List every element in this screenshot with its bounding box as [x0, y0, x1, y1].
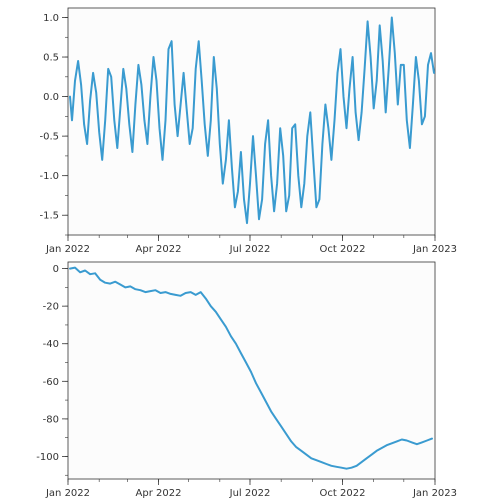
y-tick-label: 0.0: [43, 92, 59, 103]
x-tick-label: Apr 2022: [136, 244, 182, 255]
x-tick-label: Jan 2023: [412, 488, 457, 499]
y-tick-label: -0.5: [39, 132, 59, 143]
bottom-chart-panel: Jan 2022 Apr 2022 Jul 2022 Oct 2022 Jan 2023…: [36, 261, 457, 499]
y-tick-label: -100: [36, 452, 59, 463]
x-tick-label: Jan 2022: [45, 244, 90, 255]
x-tick-label: Jan 2022: [45, 488, 90, 499]
y-tick-label: 0.5: [43, 53, 59, 64]
plot-area: [67, 7, 436, 236]
x-tick-label: Jan 2023: [412, 244, 457, 255]
x-tick-label: Jul 2022: [229, 244, 271, 255]
y-tick-label: -80: [43, 414, 59, 425]
y-tick-label: -60: [43, 377, 59, 388]
y-tick-label: -20: [43, 302, 59, 313]
y-tick-label: -1.5: [39, 211, 59, 222]
y-tick-label: 0: [53, 264, 59, 275]
plot-area: [67, 261, 436, 480]
x-tick-label: Oct 2022: [320, 488, 366, 499]
series-line: [69, 266, 433, 470]
y-tick-label: 1.0: [43, 13, 59, 24]
x-tick-label: Apr 2022: [136, 488, 182, 499]
y-tick-label: -1.0: [39, 171, 59, 182]
top-chart-panel: Jan 2022 Apr 2022 Jul 2022 Oct 2022 Jan 2023…: [39, 7, 457, 255]
x-tick-label: Oct 2022: [320, 244, 366, 255]
x-tick-label: Jul 2022: [229, 488, 271, 499]
y-tick-label: -40: [43, 339, 59, 350]
series-line: [69, 16, 435, 225]
